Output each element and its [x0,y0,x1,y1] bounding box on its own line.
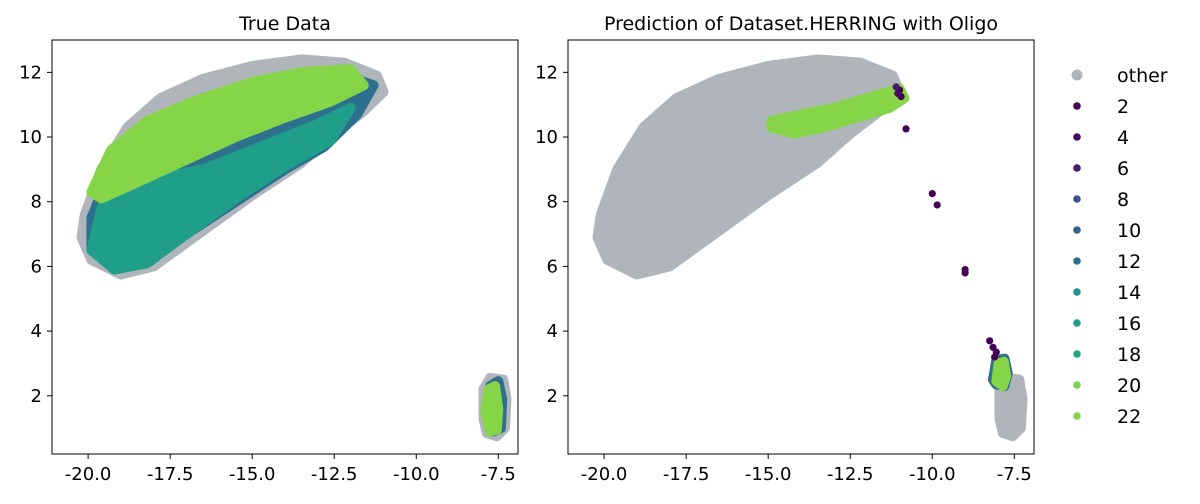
x-tick-label: -12.5 [827,464,874,485]
x-tick-label: -10.0 [909,464,956,485]
legend-marker [1073,133,1081,141]
scatter-point-2-10 [991,353,999,361]
x-tick-label: -17.5 [663,464,710,485]
scatter-point-4-11 [894,89,902,97]
legend-label: 12 [1117,251,1141,273]
panel-true-data: -20.0 -17.5 -15.0 -12.5 -10.0 -7.5 2 4 6 8 10 12 Tr… [19,13,519,485]
y-tick-label: 12 [19,62,42,83]
legend-entry-12: 12 [1073,251,1141,273]
legend-label: 16 [1117,313,1141,335]
legend-entry-16: 16 [1073,313,1141,335]
axes-frame-prediction [567,39,1035,455]
axes-frame-true-data [51,39,519,455]
legend-marker [1073,381,1081,389]
x-tick-label: -15.0 [745,464,792,485]
y-tick-label: 10 [19,127,42,148]
scatter-point-6-12 [892,83,900,91]
scatter-region-other-0 [592,54,905,280]
legend-marker [1073,164,1081,172]
x-tick-label: -20.0 [65,464,112,485]
legend-marker [1073,195,1081,203]
ticks-prediction: -20.0 -17.5 -15.0 -12.5 -10.0 -7.5 2 4 6 8 10 12 [535,62,1032,485]
legend-entry-22: 22 [1073,406,1141,428]
scatter-point-2-0 [902,125,910,133]
legend-label: 22 [1117,406,1141,428]
x-tick-label: -20.0 [581,464,628,485]
legend-marker [1071,69,1083,81]
legend-entry-2: 2 [1073,96,1129,118]
legend-entry-6: 6 [1073,158,1129,180]
legend-marker [1073,319,1081,327]
x-tick-label: -7.5 [481,464,516,485]
scatter-region-22-4 [991,356,1012,392]
legend-label: 14 [1117,282,1141,304]
legend-label: other [1117,65,1168,87]
y-tick-label: 6 [31,256,42,277]
x-tick-label: -7.5 [997,464,1032,485]
legend-entry-8: 8 [1073,189,1129,211]
legend-label: 20 [1117,375,1141,397]
scatter-point-2-6 [961,269,969,277]
legend: other 2 4 6 8 10 12 14 16 18 20 22 [1071,65,1168,428]
legend-label: 18 [1117,344,1141,366]
y-tick-label: 4 [547,321,558,342]
y-tick-label: 10 [535,127,558,148]
legend-entry-14: 14 [1073,282,1141,304]
legend-label: 6 [1117,158,1129,180]
x-tick-label: -15.0 [229,464,276,485]
y-tick-label: 12 [535,62,558,83]
legend-marker [1073,257,1081,265]
legend-entry-10: 10 [1073,220,1141,242]
y-tick-label: 2 [547,386,558,407]
y-tick-label: 8 [547,192,558,213]
scatter-point-2-3 [928,190,936,198]
y-tick-label: 2 [31,386,42,407]
legend-entry-18: 18 [1073,344,1141,366]
legend-marker [1073,226,1081,234]
plot-area-true-data [76,54,512,442]
legend-marker [1073,288,1081,296]
scatter-point-2-7 [986,337,994,345]
ticks-true-data: -20.0 -17.5 -15.0 -12.5 -10.0 -7.5 2 4 6 8 10 12 [19,62,516,485]
plot-area-prediction [592,54,1028,442]
x-tick-label: -10.0 [393,464,440,485]
legend-entry-4: 4 [1073,127,1129,149]
legend-label: 10 [1117,220,1141,242]
y-tick-label: 8 [31,192,42,213]
y-tick-label: 6 [547,256,558,277]
y-tick-label: 4 [31,321,42,342]
scatter-region-22-6 [480,381,504,437]
scatter-region-22-2 [766,83,910,139]
legend-label: 2 [1117,96,1129,118]
panel-prediction: -20.0 -17.5 -15.0 -12.5 -10.0 -7.5 2 4 6 8 10 12 Pr… [535,13,1035,485]
scatter-point-2-4 [933,201,941,209]
panel-title-true-data: True Data [238,13,331,35]
legend-marker [1073,412,1081,420]
legend-entry-other: other [1071,65,1168,87]
legend-marker [1073,350,1081,358]
legend-label: 8 [1117,189,1129,211]
scatter-region-22-3 [86,64,369,204]
panel-title-prediction: Prediction of Dataset.HERRING with Oligo [604,13,998,35]
legend-marker [1073,102,1081,110]
x-tick-label: -12.5 [311,464,358,485]
x-tick-label: -17.5 [147,464,194,485]
legend-entry-20: 20 [1073,375,1141,397]
legend-label: 4 [1117,127,1129,149]
